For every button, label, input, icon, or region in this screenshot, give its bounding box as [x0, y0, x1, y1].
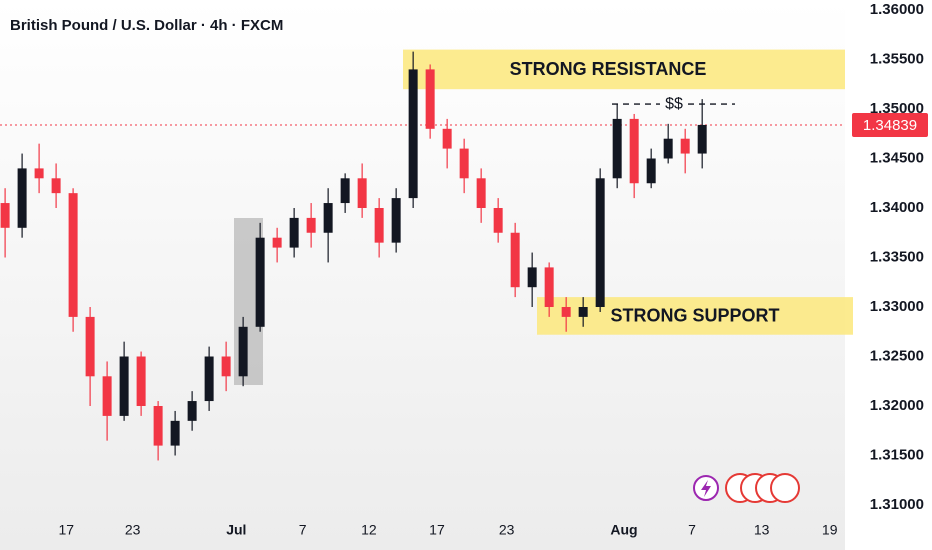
candle-body: [153, 406, 163, 446]
candle-body: [340, 178, 350, 204]
candle-body: [255, 237, 265, 327]
zone-box: [537, 297, 853, 335]
x-tick-label: Aug: [610, 522, 637, 538]
candle-body: [680, 138, 690, 154]
y-tick-label: 1.35000: [870, 100, 924, 117]
candle-body: [102, 376, 112, 416]
candle-body: [595, 178, 605, 307]
candle-body: [493, 208, 503, 233]
candle-body: [527, 267, 537, 288]
candle-body: [697, 124, 707, 154]
y-tick-label: 1.32000: [870, 397, 924, 414]
event-icons: [693, 473, 800, 503]
x-tick-label: Jul: [226, 522, 246, 538]
y-tick-label: 1.34500: [870, 149, 924, 166]
y-tick-label: 1.31000: [870, 496, 924, 513]
zone-box: [403, 49, 845, 90]
candle-body: [187, 401, 197, 421]
y-tick-label: 1.35500: [870, 50, 924, 67]
candle-body: [578, 307, 588, 317]
candle-body: [238, 326, 248, 377]
y-tick-label: 1.33000: [870, 298, 924, 315]
candle-body: [323, 203, 333, 233]
candle-body: [663, 138, 673, 159]
chart-title: British Pound / U.S. Dollar · 4h · FXCM: [10, 17, 283, 34]
candle-body: [442, 128, 452, 149]
x-tick-label: 7: [299, 522, 307, 538]
y-tick-label: 1.34000: [870, 199, 924, 216]
x-tick-label: 23: [125, 522, 141, 538]
candle-body: [136, 356, 146, 406]
x-tick-label: 7: [688, 522, 696, 538]
candle-body: [357, 178, 367, 208]
candle-body: [272, 237, 282, 248]
candle-body: [374, 208, 384, 243]
candle-body: [51, 178, 61, 194]
y-tick-label: 1.31500: [870, 446, 924, 463]
candle-body: [629, 118, 639, 184]
candle-body: [544, 267, 554, 307]
candle-body: [34, 168, 44, 179]
candle-body: [85, 316, 95, 377]
candle-body: [391, 198, 401, 243]
x-tick-label: 13: [754, 522, 770, 538]
candle-body: [459, 148, 469, 179]
candle-body: [68, 193, 78, 317]
candle-body: [204, 356, 214, 402]
level-label: $$: [665, 95, 683, 112]
y-tick-label: 1.33500: [870, 248, 924, 265]
candle-body: [221, 356, 231, 377]
x-tick-label: 23: [499, 522, 515, 538]
candle-body: [425, 69, 435, 129]
candle-body: [510, 232, 520, 288]
candle-body: [476, 178, 486, 208]
zone-label: STRONG RESISTANCE: [510, 59, 707, 79]
y-tick-label: 1.32500: [870, 347, 924, 364]
candle-body: [408, 69, 418, 199]
x-tick-label: 19: [822, 522, 838, 538]
candle-body: [170, 420, 180, 446]
zone-label: STRONG SUPPORT: [610, 306, 779, 326]
candle-body: [646, 158, 656, 184]
candle-body: [119, 356, 129, 416]
x-tick-label: 12: [361, 522, 377, 538]
last-price-label: 1.34839: [863, 117, 917, 134]
plot-background: [0, 0, 845, 550]
candle-body: [612, 118, 622, 179]
candle-body: [561, 307, 571, 317]
y-tick-label: 1.36000: [870, 1, 924, 18]
candle-body: [306, 217, 316, 233]
candle-body: [289, 217, 299, 248]
last-price-box: [852, 112, 928, 137]
candle-body: [17, 168, 27, 228]
x-tick-label: 17: [429, 522, 445, 538]
x-tick-label: 17: [59, 522, 75, 538]
candle-body: [0, 203, 10, 228]
